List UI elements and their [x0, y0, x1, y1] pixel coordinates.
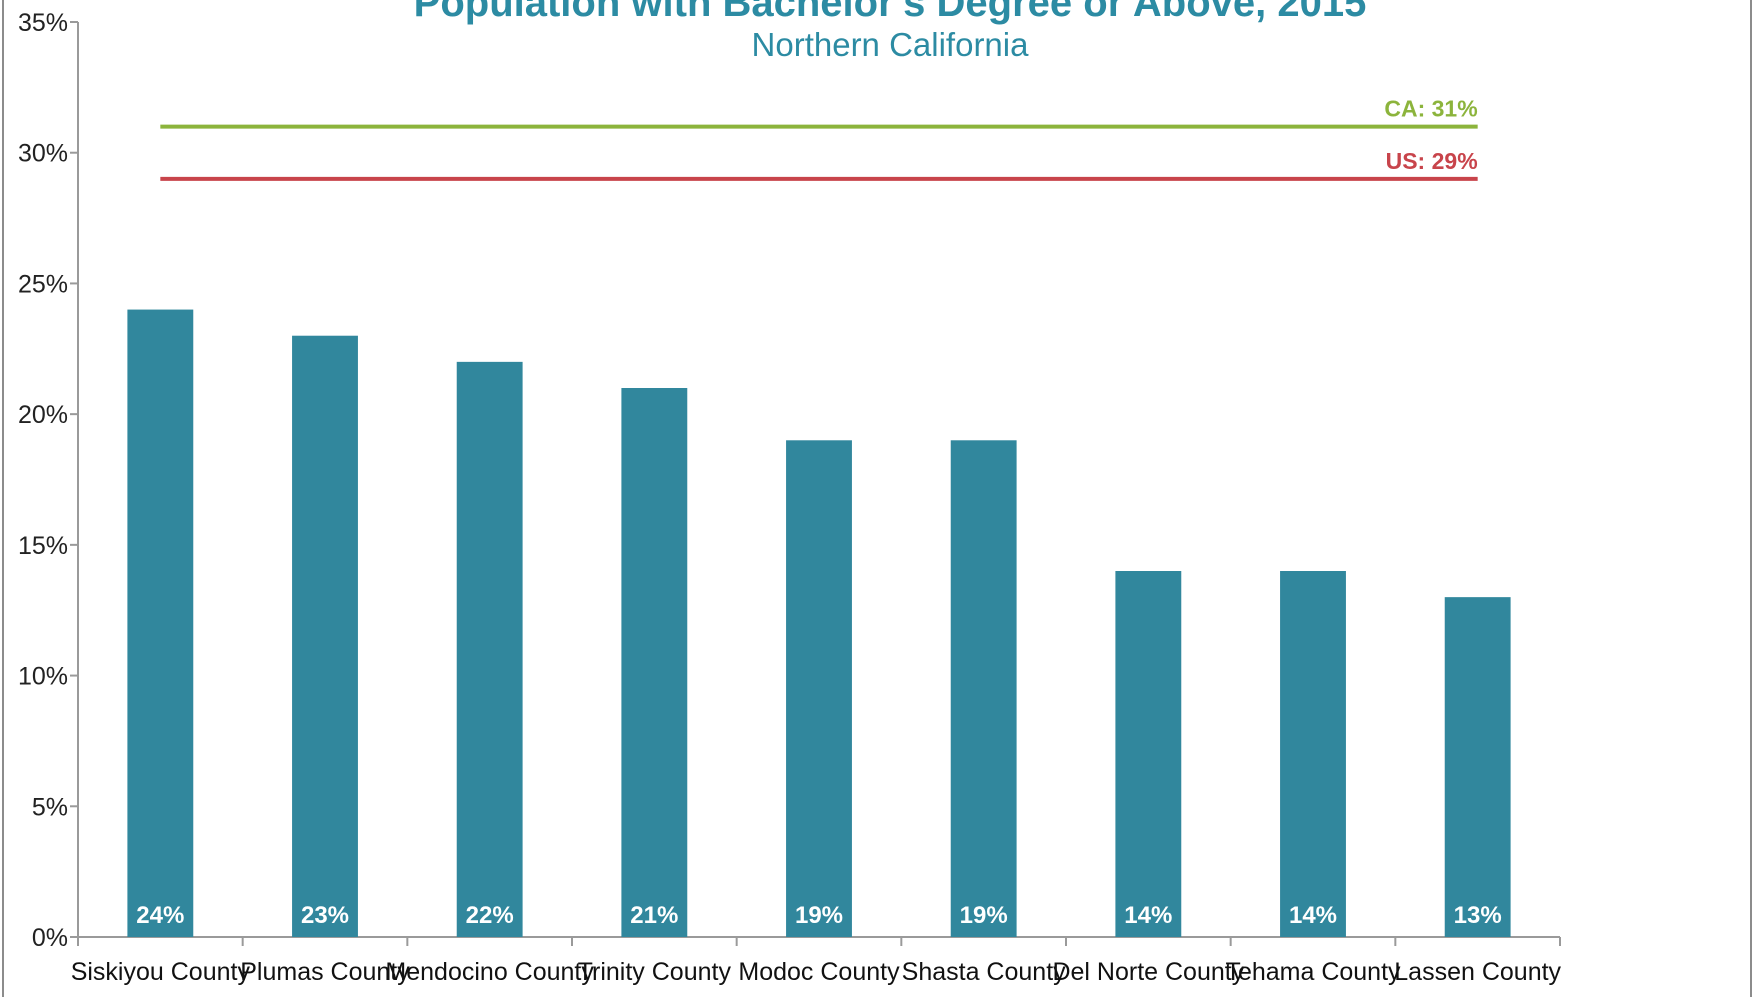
x-tick-label: Mendocino County — [385, 958, 594, 986]
x-tick-label: Lassen County — [1394, 958, 1561, 986]
frame-right-border — [1750, 0, 1752, 997]
y-tick-label: 10% — [18, 663, 68, 691]
bar — [292, 335, 358, 937]
reference-lines-layer: CA: 31% US: 29% — [160, 96, 1478, 181]
y-tick-label: 15% — [18, 532, 68, 560]
x-tick-label: Del Norte County — [1052, 958, 1244, 986]
y-tick-label: 25% — [18, 270, 68, 298]
y-tick-label: 30% — [18, 140, 68, 168]
bar-value-label: 14% — [1124, 902, 1172, 929]
reference-line-label: CA: 31% — [1384, 96, 1477, 122]
chart-title: Population with Bachelor's Degree or Abo… — [414, 0, 1367, 25]
bar — [456, 361, 523, 937]
bar-value-label: 23% — [301, 902, 349, 929]
y-tick-label: 0% — [32, 924, 68, 952]
y-tick-label: 35% — [18, 9, 68, 37]
x-tick-label: Plumas County — [240, 958, 410, 986]
bar-value-label: 13% — [1454, 902, 1502, 929]
bar-value-label: 22% — [466, 902, 514, 929]
x-tick-label: Trinity County — [578, 958, 732, 986]
bars-layer: 24% Siskiyou County 23% Plumas County 22% Men… — [71, 309, 1562, 986]
y-tick-label: 20% — [18, 401, 68, 429]
bar-value-label: 14% — [1289, 902, 1337, 929]
bar-value-label: 24% — [136, 902, 184, 929]
reference-line-label: US: 29% — [1386, 148, 1478, 174]
bar-value-label: 21% — [630, 902, 678, 929]
bar-value-label: 19% — [960, 902, 1008, 929]
bar — [950, 440, 1017, 937]
frame-left-border — [2, 0, 4, 997]
bar-value-label: 19% — [795, 902, 843, 929]
bar — [1115, 571, 1182, 937]
y-tick-label: 5% — [32, 793, 68, 821]
x-tick-label: Siskiyou County — [71, 958, 251, 986]
bar — [786, 440, 852, 937]
bar — [127, 309, 194, 938]
x-tick-label: Tehama County — [1225, 958, 1401, 986]
bar — [1444, 597, 1511, 937]
x-tick-label: Shasta County — [902, 958, 1066, 986]
bar — [621, 388, 688, 937]
bar — [1280, 571, 1346, 937]
title-layer: Population with Bachelor's Degree or Abo… — [414, 0, 1367, 63]
chart-subtitle: Northern California — [752, 26, 1030, 63]
x-tick-label: Modoc County — [738, 958, 900, 986]
